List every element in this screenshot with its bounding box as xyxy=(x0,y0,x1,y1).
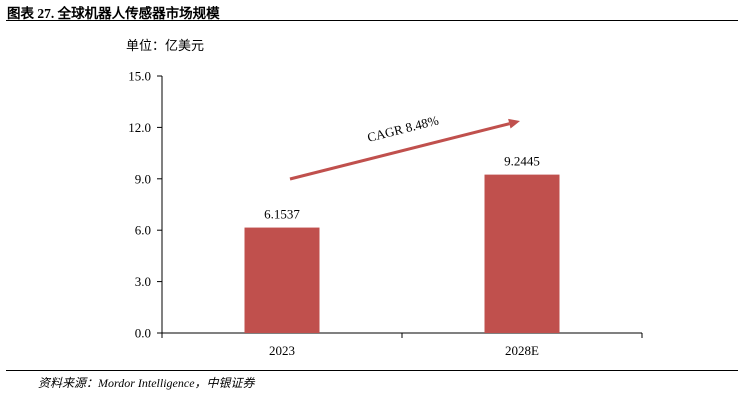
source-note: 资料来源：Mordor Intelligence，中银证券 xyxy=(38,376,255,390)
bar-data-label: 6.1537 xyxy=(264,207,300,222)
y-tick-label: 12.0 xyxy=(128,120,151,135)
y-axis: 0.0 3.0 6.0 9.0 12.0 15.0 xyxy=(128,69,163,341)
x-tick-label: 2023 xyxy=(269,343,295,358)
y-tick-label: 6.0 xyxy=(135,223,151,238)
cagr-label: CAGR 8.48% xyxy=(366,112,441,144)
bar xyxy=(244,227,320,333)
unit-label: 单位：亿美元 xyxy=(126,38,204,53)
cagr-arrow xyxy=(289,122,510,181)
y-tick-label: 15.0 xyxy=(128,69,151,84)
figure-title: 图表 27. 全球机器人传感器市场规模 xyxy=(7,6,220,21)
source-rule xyxy=(6,370,738,371)
y-tick-label: 9.0 xyxy=(135,171,151,186)
x-axis: 2023 2028E xyxy=(161,332,643,358)
y-tick-label: 3.0 xyxy=(135,274,151,289)
bar xyxy=(484,174,560,333)
bars: 6.1537 9.2445 xyxy=(244,154,560,333)
cagr-annotation: CAGR 8.48% xyxy=(289,112,520,181)
cagr-arrow-head xyxy=(508,118,520,129)
bar-data-label: 9.2445 xyxy=(504,154,540,169)
y-tick-label: 0.0 xyxy=(135,326,151,341)
title-rule xyxy=(6,20,738,21)
x-tick-label: 2028E xyxy=(505,343,539,358)
